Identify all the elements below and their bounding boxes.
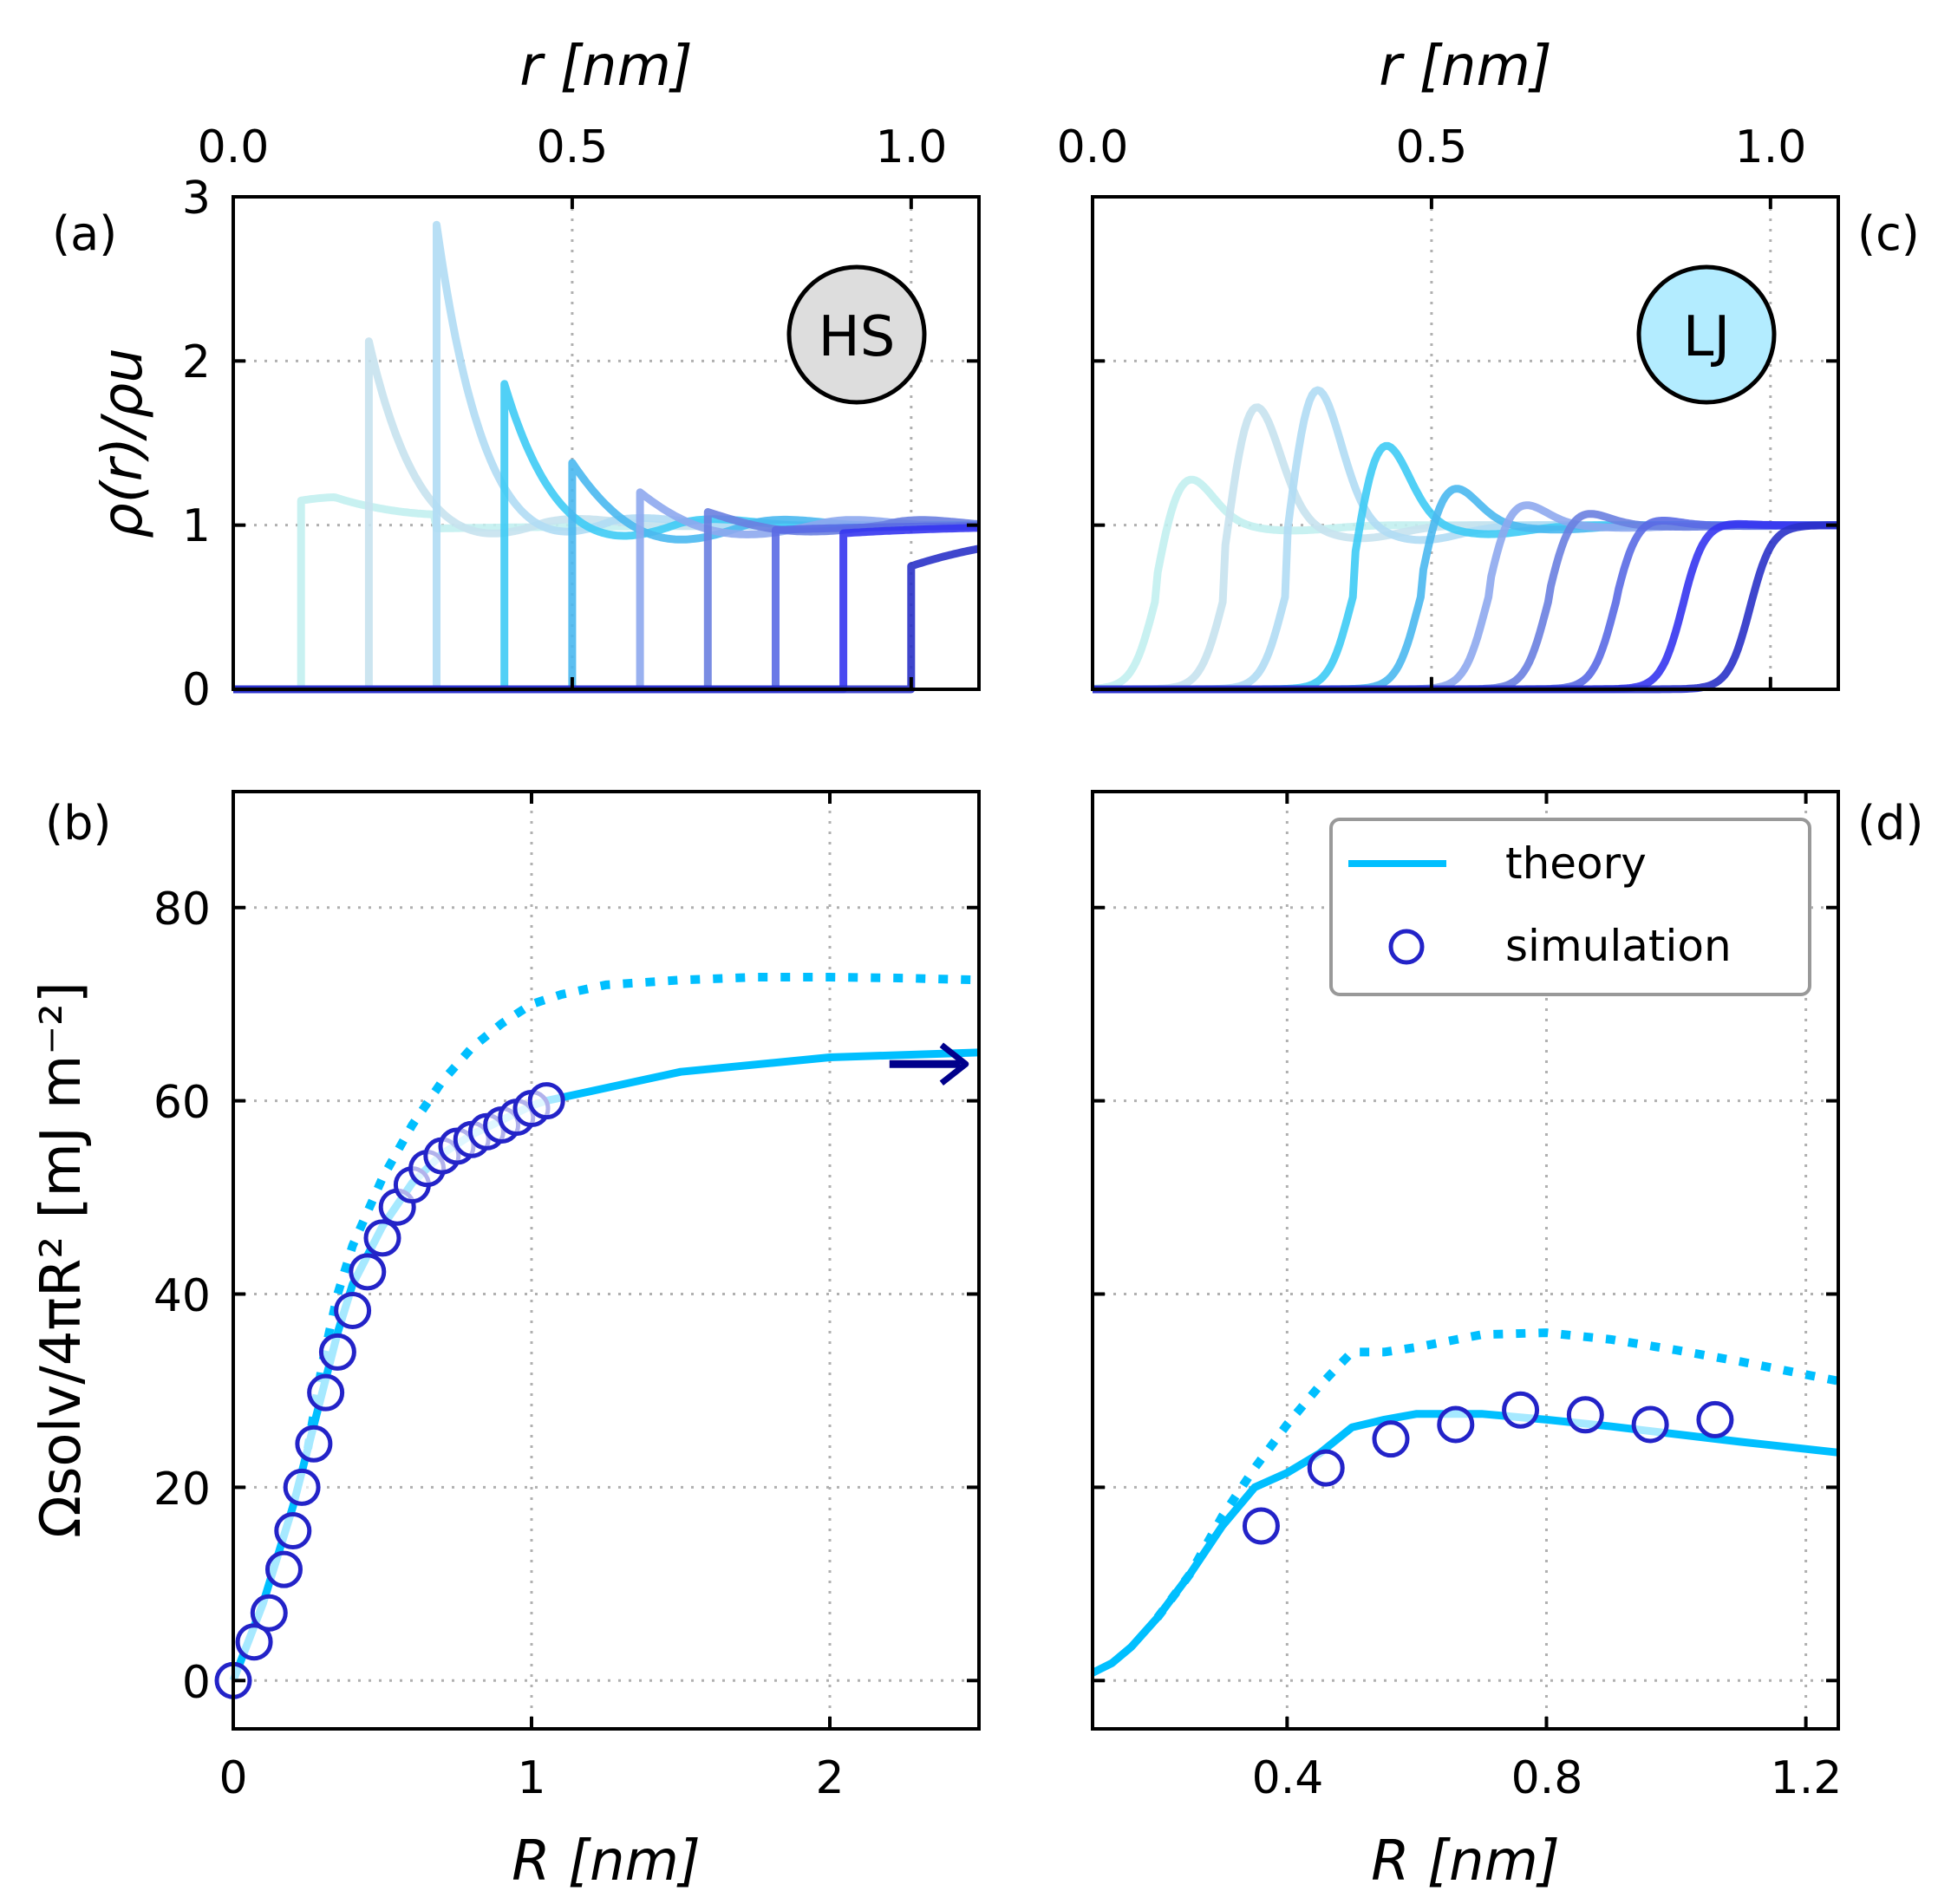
hs-badge xyxy=(786,264,927,405)
simulation-point-b xyxy=(283,1468,321,1506)
panel-label-c: (c) xyxy=(1857,206,1920,261)
tick-label-R-b: 0 xyxy=(219,1752,247,1804)
simulation-point-b xyxy=(527,1082,565,1120)
simulation-point-b xyxy=(334,1291,372,1329)
axes-frame-a xyxy=(232,195,981,691)
simulation-point-d xyxy=(1566,1396,1604,1434)
simulation-point-d xyxy=(1631,1405,1669,1444)
tick-label-R-d: 1.2 xyxy=(1771,1752,1843,1804)
density-profile-hs-9 xyxy=(233,524,981,694)
theory-dotted-line-b xyxy=(303,973,980,1450)
tick-label-rho: 0 xyxy=(182,664,211,716)
bottom-axis-title-d: R [nm] xyxy=(1371,1829,1560,1894)
theory-line-d xyxy=(1090,1410,1839,1677)
ylabel-rho: ρ(r)/ρu xyxy=(91,348,155,538)
legend-simulation-label: simulation xyxy=(1505,921,1732,971)
density-profile-lj-3 xyxy=(1091,386,1840,694)
simulation-point-b xyxy=(295,1425,333,1463)
simulation-point-b xyxy=(349,1253,387,1291)
ylabel-omega: Ωsolv/4πR² [mJ m⁻²] xyxy=(29,981,94,1538)
tick-label-rho: 3 xyxy=(182,173,211,225)
density-profile-hs-10 xyxy=(233,544,981,694)
simulation-point-d xyxy=(1242,1507,1280,1545)
hs-badge-label: HS xyxy=(819,305,896,369)
simulation-point-d xyxy=(1502,1391,1540,1429)
legend-theory-label: theory xyxy=(1505,838,1647,889)
simulation-point-b xyxy=(264,1550,303,1588)
tick-label-R-d: 0.8 xyxy=(1511,1752,1583,1804)
tick-label-r-c: 0.0 xyxy=(1057,121,1129,173)
tick-label-r-c: 1.0 xyxy=(1735,121,1807,173)
simulation-point-d xyxy=(1372,1420,1410,1458)
tick-label-R-b: 2 xyxy=(815,1752,844,1804)
density-profile-lj-2 xyxy=(1091,403,1840,694)
lj-badge-label: LJ xyxy=(1683,305,1731,369)
tick-label-omega: 20 xyxy=(153,1464,211,1516)
simulation-point-d xyxy=(1437,1405,1475,1444)
tick-label-r-a: 0.0 xyxy=(198,121,270,173)
density-profile-hs-7 xyxy=(233,508,981,694)
simulation-point-b xyxy=(318,1333,356,1371)
tick-label-omega: 0 xyxy=(182,1657,211,1709)
density-profile-hs-8 xyxy=(233,522,981,694)
density-profile-hs-4 xyxy=(233,380,981,694)
bottom-axis-title-b: R [nm] xyxy=(512,1829,701,1894)
tick-label-r-c: 0.5 xyxy=(1396,121,1468,173)
tick-label-omega: 60 xyxy=(153,1077,211,1129)
legend-box xyxy=(1329,818,1811,996)
axes-frame-d xyxy=(1091,790,1840,1731)
tick-label-omega: 80 xyxy=(153,884,211,936)
lj-badge xyxy=(1636,264,1777,405)
theory-dotted-line-d xyxy=(1153,1328,1839,1620)
legend-simulation-marker xyxy=(1388,929,1425,965)
axes-frame-b xyxy=(232,790,981,1731)
simulation-point-b xyxy=(307,1373,345,1412)
simulation-point-b xyxy=(274,1512,312,1550)
tick-label-omega: 40 xyxy=(153,1270,211,1322)
simulation-point-b xyxy=(235,1623,273,1661)
simulation-point-d xyxy=(1696,1400,1734,1438)
top-axis-title-c: r [nm] xyxy=(1379,35,1552,99)
limit-arrow-head xyxy=(939,1042,969,1086)
tick-label-r-a: 0.5 xyxy=(537,121,609,173)
tick-label-r-a: 1.0 xyxy=(876,121,948,173)
panel-label-b: (b) xyxy=(45,796,111,851)
axes-frame-c xyxy=(1091,195,1840,691)
tick-label-rho: 1 xyxy=(182,500,211,552)
top-axis-title-a: r [nm] xyxy=(519,35,693,99)
panel-label-d: (d) xyxy=(1857,796,1923,851)
tick-label-rho: 2 xyxy=(182,336,211,388)
simulation-point-b xyxy=(363,1219,401,1257)
simulation-point-b xyxy=(250,1594,288,1632)
panel-label-a: (a) xyxy=(52,206,117,261)
tick-label-R-b: 1 xyxy=(517,1752,545,1804)
tick-label-R-d: 0.4 xyxy=(1252,1752,1324,1804)
simulation-point-d xyxy=(1307,1449,1345,1487)
